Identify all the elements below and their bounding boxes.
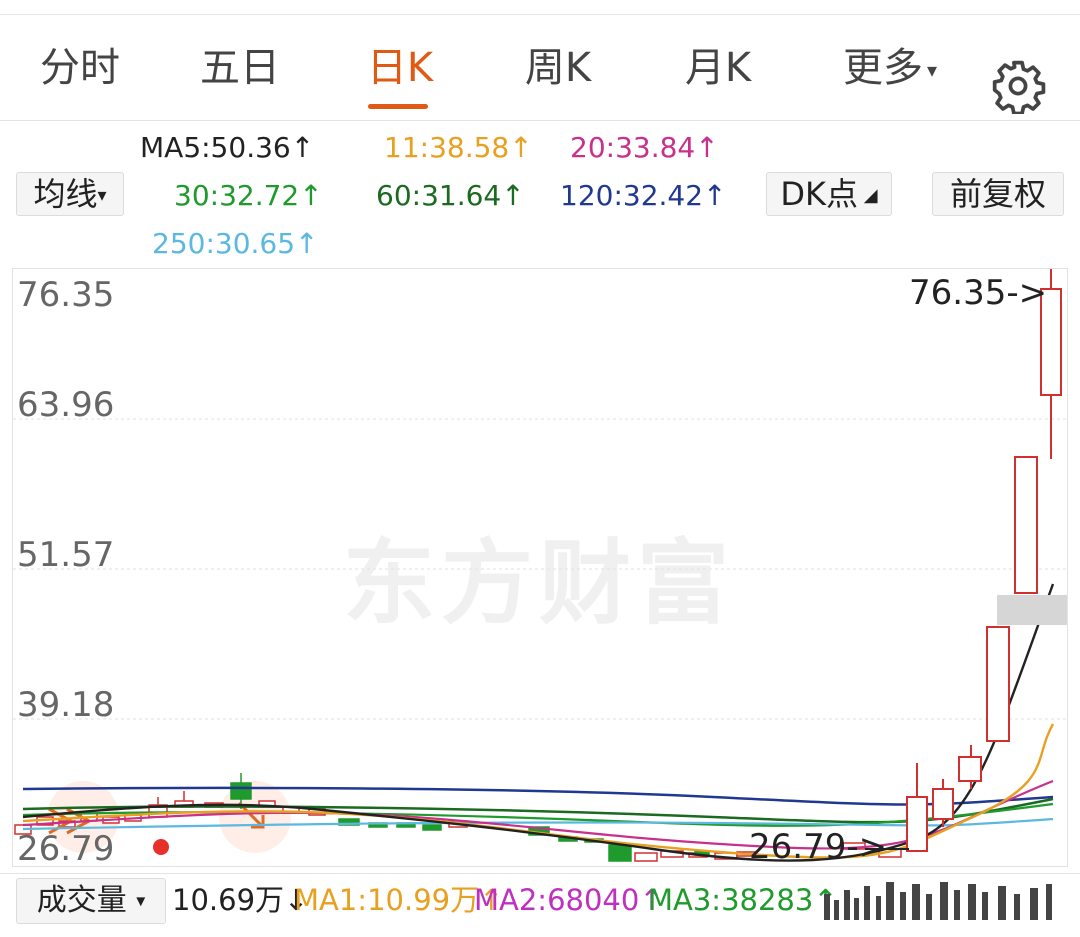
y-axis-label: 39.18 — [17, 685, 115, 725]
candle — [906, 796, 928, 852]
caret-down-icon: ▾ — [136, 890, 146, 912]
min-price-annotation: 26.79-> — [749, 827, 888, 867]
tab-more-label: 更多 — [842, 45, 923, 91]
kline-chart[interactable]: 东方财富 — [12, 268, 1068, 867]
tab-wuri[interactable]: 五日 — [200, 45, 280, 91]
ma11-label: 11:38.58↑ — [384, 131, 533, 164]
candle — [932, 788, 954, 820]
volume-ma3: MA3:38283↑ — [648, 883, 838, 917]
price-adjust-button[interactable]: 前复权 — [932, 172, 1064, 216]
kline-svg — [13, 269, 1067, 862]
volume-ma2: MA2:68040↑ — [474, 883, 664, 917]
volume-divider — [0, 873, 1080, 874]
y-axis-label: 51.57 — [17, 535, 115, 575]
candle — [338, 818, 360, 826]
candle — [608, 844, 632, 862]
period-tabs: 分时 五日 日K 周K 月K 更多 ▾ — [0, 20, 1080, 120]
candle — [634, 852, 658, 862]
tabs-divider — [0, 120, 1080, 121]
watermark: 东方财富 — [343, 530, 736, 637]
tab-more[interactable]: 更多 ▾ — [832, 42, 948, 94]
volume-ma1: MA1:10.99万↑ — [294, 883, 504, 917]
caret-down-icon: ▾ — [926, 58, 938, 82]
active-tab-indicator — [368, 104, 428, 109]
ma5-label: MA5:50.36↑ — [140, 131, 315, 164]
volume-selector-button[interactable]: 成交量 ▾ — [16, 878, 166, 924]
y-axis-label: 26.79 — [17, 829, 115, 867]
ma-selector-label: 均线 — [33, 175, 98, 213]
caret-down-icon: ▾ — [97, 185, 107, 206]
ma-selector-button[interactable]: 均线▾ — [16, 172, 124, 216]
top-divider — [0, 14, 1080, 15]
y-axis-label: 63.96 — [17, 385, 115, 425]
candle — [986, 626, 1010, 742]
gear-icon[interactable] — [990, 58, 1046, 114]
candle — [958, 756, 982, 782]
ma11-line — [22, 723, 1055, 859]
ma30-label: 30:32.72↑ — [174, 179, 323, 212]
tab-weekly-k[interactable]: 周K — [524, 45, 592, 91]
candle — [1014, 456, 1038, 594]
max-price-annotation: 76.35-> — [909, 273, 1048, 313]
tab-daily-k[interactable]: 日K — [366, 45, 434, 91]
ma120-label: 120:32.42↑ — [560, 179, 727, 212]
candle — [422, 824, 442, 831]
volume-selector-label: 成交量 — [36, 883, 127, 918]
ma60-label: 60:31.64↑ — [376, 179, 525, 212]
volume-value: 10.69万↓ — [172, 883, 309, 917]
y-axis-label: 76.35 — [17, 275, 115, 315]
candle — [1040, 288, 1062, 396]
signal-dot — [153, 839, 169, 855]
price-cursor-box — [997, 595, 1067, 625]
ma20-label: 20:33.84↑ — [570, 131, 719, 164]
corner-caret-icon: ◢ — [858, 185, 878, 206]
volume-bars-strip — [824, 882, 1052, 920]
tab-monthly-k[interactable]: 月K — [684, 45, 752, 91]
volume-indicator-row: 成交量 ▾ 10.69万↓ MA1:10.99万↑ MA2:68040↑ MA3… — [0, 878, 1080, 924]
dk-point-label: DK点 — [780, 175, 859, 213]
ma250-label: 250:30.65↑ — [152, 227, 319, 260]
dk-point-button[interactable]: DK点 ◢ — [766, 172, 892, 216]
ma5-line — [22, 583, 1055, 862]
tab-fenshi[interactable]: 分时 — [40, 45, 120, 91]
